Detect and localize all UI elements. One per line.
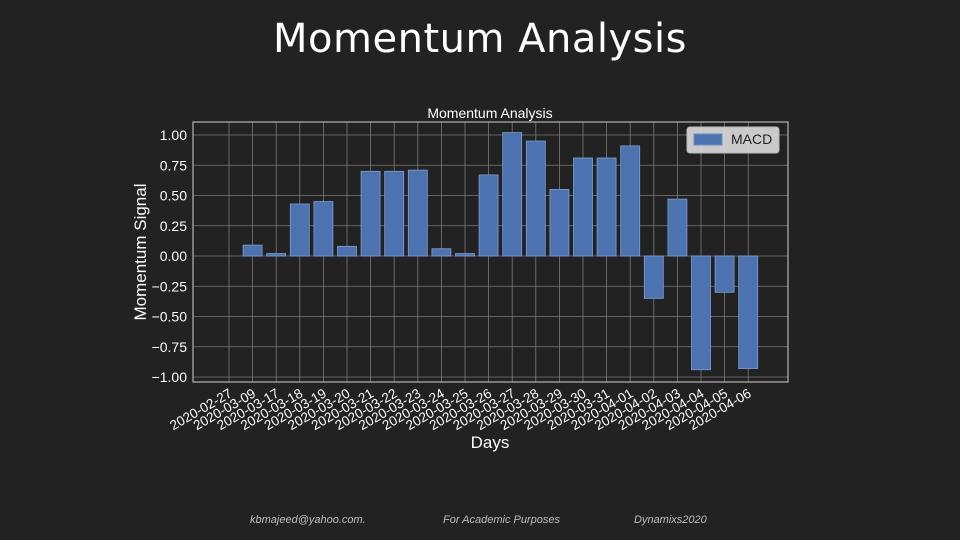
bar-2020-03-24 bbox=[431, 248, 452, 257]
footer-purpose: For Academic Purposes bbox=[443, 514, 560, 526]
bar-2020-04-03 bbox=[667, 198, 688, 257]
email-suffix: . bbox=[362, 514, 366, 526]
bar-2020-03-27 bbox=[502, 132, 523, 257]
bar-2020-03-19 bbox=[313, 201, 334, 257]
legend-label: MACD bbox=[731, 131, 772, 147]
bar-2020-03-22 bbox=[384, 170, 405, 257]
bar-2020-03-31 bbox=[596, 157, 617, 257]
plot-frame bbox=[192, 121, 789, 383]
slide-title: Momentum Analysis bbox=[273, 16, 687, 62]
bar-2020-03-09 bbox=[242, 244, 263, 257]
bar-2020-04-01 bbox=[620, 145, 641, 257]
bar-2020-03-17 bbox=[266, 253, 287, 257]
x-tick-labels: 2020-02-272020-03-092020-03-172020-03-18… bbox=[167, 385, 754, 433]
y-tick-label: 0.50 bbox=[160, 188, 187, 204]
y-tick-label: −0.50 bbox=[152, 309, 188, 325]
y-tick-label: −0.75 bbox=[152, 339, 188, 355]
y-axis-label: Momentum Signal bbox=[131, 183, 150, 320]
y-tick-label: 1.00 bbox=[160, 127, 187, 143]
bar-2020-04-02 bbox=[643, 255, 664, 299]
bar-2020-04-04 bbox=[691, 255, 711, 371]
bar-2020-03-23 bbox=[407, 169, 428, 257]
y-tick-label: 0.00 bbox=[160, 248, 187, 264]
bar-2020-03-25 bbox=[455, 253, 475, 257]
bar-2020-03-21 bbox=[360, 170, 381, 257]
bar-2020-03-26 bbox=[478, 174, 499, 257]
y-tick-labels: 1.00 0.75 0.50 0.25 0.00 −0.25 −0.50 −0.75 −1.00 bbox=[152, 127, 188, 385]
email-link[interactable]: kbmajeed@yahoo.com bbox=[250, 514, 363, 526]
x-axis-label: Days bbox=[471, 433, 510, 452]
y-tick-label: −0.25 bbox=[152, 278, 188, 294]
chart-title: Momentum Analysis bbox=[427, 105, 552, 121]
bar-2020-03-30 bbox=[573, 157, 593, 257]
footer-email[interactable]: kbmajeed@yahoo.com. bbox=[250, 514, 366, 526]
bar-layer bbox=[242, 132, 759, 371]
bar-2020-04-06 bbox=[738, 255, 759, 369]
y-tick-label: −1.00 bbox=[152, 369, 188, 385]
y-tick-label: 0.75 bbox=[160, 157, 187, 173]
bar-2020-04-05 bbox=[714, 255, 735, 293]
bar-2020-03-29 bbox=[549, 189, 570, 257]
legend-swatch bbox=[693, 133, 723, 146]
bar-2020-03-28 bbox=[525, 140, 546, 257]
footer-brand: Dynamixs2020 bbox=[634, 514, 707, 526]
bar-2020-03-18 bbox=[289, 203, 310, 257]
y-tick-label: 0.25 bbox=[160, 218, 187, 234]
legend: MACD bbox=[686, 126, 780, 154]
bar-2020-03-20 bbox=[337, 245, 357, 257]
